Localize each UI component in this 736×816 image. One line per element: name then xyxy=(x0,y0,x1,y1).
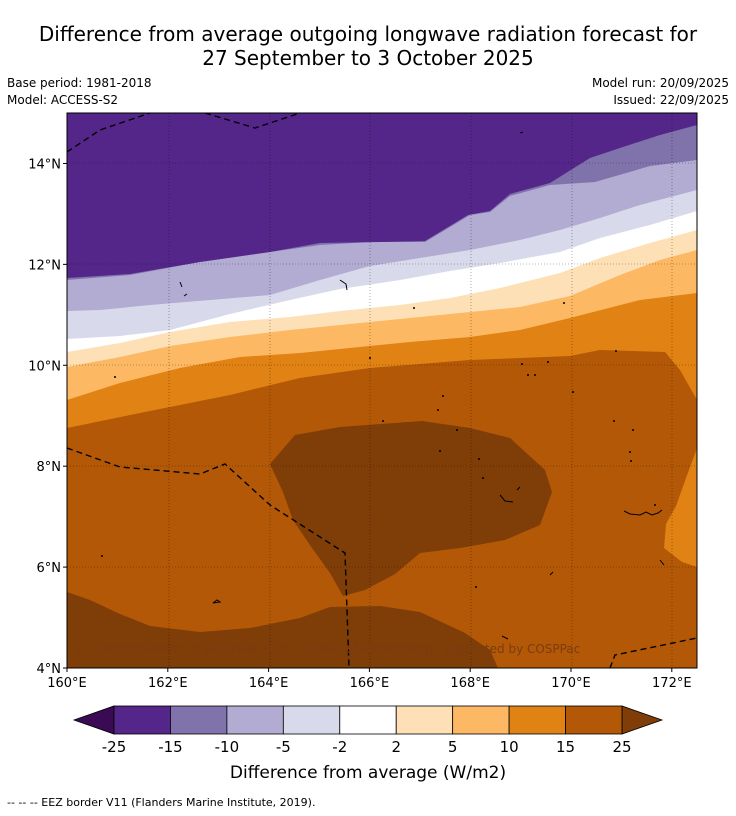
field-band-neg25-neg15 xyxy=(67,113,697,278)
meta-left: Base period: 1981-2018 Model: ACCESS-S2 xyxy=(7,75,152,109)
x-tick-label: 166°E xyxy=(350,676,390,691)
title-line-1: Difference from average outgoing longwav… xyxy=(38,22,698,46)
x-tick-label: 172°E xyxy=(652,676,692,691)
colorbar-bin xyxy=(170,705,228,735)
colorbar-bin xyxy=(113,705,171,735)
map-figure: © Commonwealth of Australia 2025, Bureau… xyxy=(28,112,698,783)
y-tick-label: 8°N xyxy=(37,460,62,475)
y-tick-label: 10°N xyxy=(28,359,61,374)
model-name: Model: ACCESS-S2 xyxy=(7,93,119,107)
x-axis: 160°E 162°E 164°E 166°E 168°E 170°E 172°E xyxy=(47,668,692,691)
colorbar-bin xyxy=(452,705,510,735)
x-tick-label: 160°E xyxy=(47,676,87,691)
eez-footnote: -- -- -- EEZ border V11 (Flanders Marine… xyxy=(7,796,316,809)
base-period: Base period: 1981-2018 xyxy=(7,76,152,90)
copyright-notice: © Commonwealth of Australia 2025, Bureau… xyxy=(75,642,580,656)
field-max-south xyxy=(67,592,498,668)
eez-borders xyxy=(67,113,697,668)
colorbar-tick-label: 25 xyxy=(612,738,631,756)
x-tick-label: 168°E xyxy=(450,676,490,691)
islands xyxy=(179,131,665,640)
issued-date: Issued: 22/09/2025 xyxy=(613,93,729,107)
colorbar-bin xyxy=(339,705,397,735)
colorbar-tick-label: 2 xyxy=(391,738,401,756)
y-tick-label: 14°N xyxy=(28,157,61,172)
colorbar-bin xyxy=(508,705,566,735)
colorbar-high-extend xyxy=(621,705,664,735)
colorbar-tick-label: 15 xyxy=(556,738,575,756)
colorbar-tick-label: 5 xyxy=(448,738,458,756)
map-field: © Commonwealth of Australia 2025, Bureau… xyxy=(67,113,697,668)
colorbar-bin xyxy=(226,705,284,735)
colorbar-low-extend xyxy=(72,705,115,735)
x-tick-label: 164°E xyxy=(249,676,289,691)
y-tick-label: 12°N xyxy=(28,258,61,273)
colorbar-bin xyxy=(395,705,454,735)
x-tick-label: 170°E xyxy=(551,676,591,691)
y-axis: 4°N 6°N 8°N 10°N 12°N 14°N xyxy=(28,157,67,677)
y-tick-label: 6°N xyxy=(37,561,62,576)
colorbar-tick-label: 10 xyxy=(500,738,519,756)
x-tick-label: 162°E xyxy=(148,676,188,691)
colorbar-bin xyxy=(282,705,341,735)
island-dots xyxy=(101,302,656,588)
title-line-2: 27 September to 3 October 2025 xyxy=(202,46,534,70)
colorbar-label: Difference from average (W/m2) xyxy=(230,763,506,783)
graticule xyxy=(67,113,697,668)
map-frame xyxy=(66,112,698,669)
y-tick-label: 4°N xyxy=(37,662,62,677)
meta-right: Model run: 20/09/2025 Issued: 22/09/2025 xyxy=(592,75,729,109)
colorbar-bin xyxy=(565,705,623,735)
model-run: Model run: 20/09/2025 xyxy=(591,76,729,90)
colorbar-tick-label: -10 xyxy=(215,738,240,756)
colorbar-tick-label: -25 xyxy=(102,738,127,756)
colorbar-tick-label: -15 xyxy=(158,738,183,756)
colorbar-tick-label: -2 xyxy=(332,738,347,756)
field-max-central xyxy=(270,421,552,596)
colorbar-tick-label: -5 xyxy=(276,738,291,756)
chart-title: Difference from average outgoing longwav… xyxy=(0,22,736,70)
field-east-10-15 xyxy=(664,448,697,567)
colorbar: -25 -15 -10 -5 -2 2 5 10 15 25 xyxy=(72,705,664,756)
